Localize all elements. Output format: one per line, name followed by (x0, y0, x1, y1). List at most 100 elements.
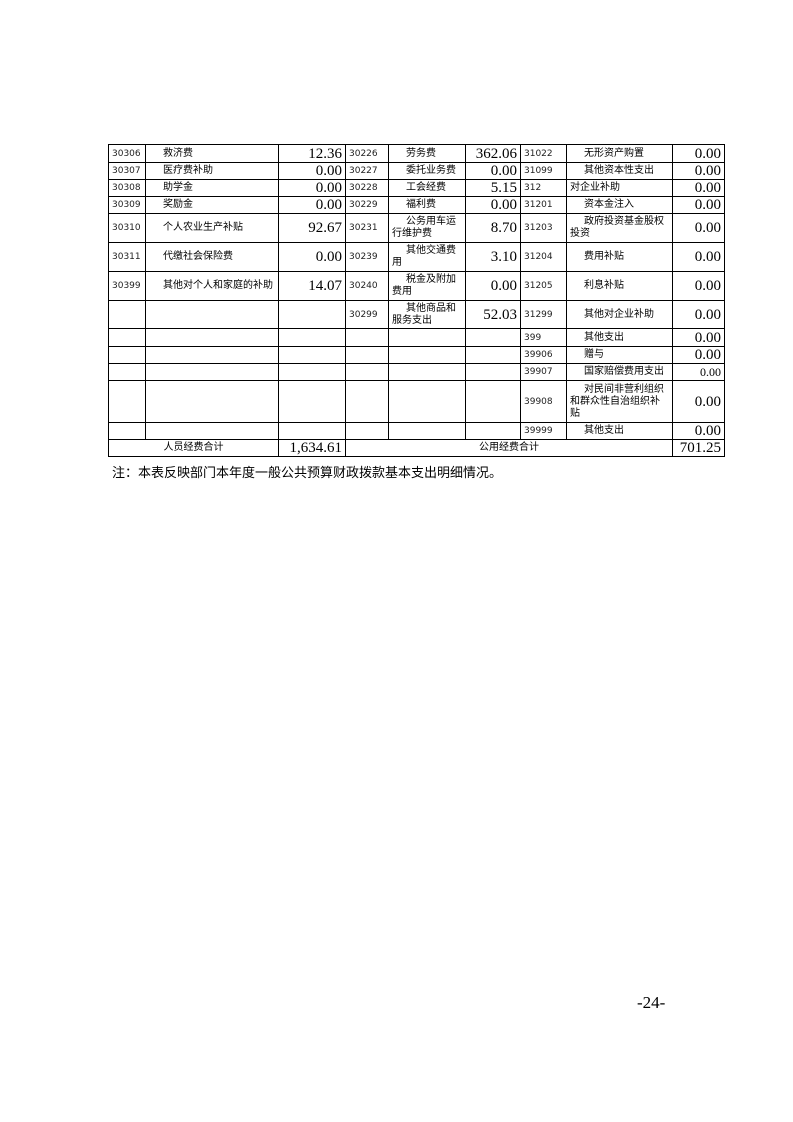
cell-amount: 0.00 (672, 328, 725, 347)
cell-code (345, 380, 389, 423)
cell-name: 奖励金 (145, 196, 279, 214)
cell-code: 30310 (108, 213, 146, 243)
cell-name: 资本金注入 (566, 196, 673, 214)
cell-name: 其他对个人和家庭的补助 (145, 271, 279, 301)
table-row: 39908 对民间非营利组织和群众性自治组织补贴 0.00 (108, 380, 725, 423)
cell-code: 30399 (108, 271, 146, 301)
cell-code (345, 328, 389, 347)
cell-amount (465, 380, 521, 423)
cell-code: 30240 (345, 271, 389, 301)
cell-code: 31201 (520, 196, 567, 214)
personnel-total-label: 人员经费合计 (108, 439, 279, 457)
cell-amount: 0.00 (672, 242, 725, 272)
table-row: 30311 代缴社会保险费 0.00 30239 其他交通费用 3.10 31204 费用补贴… (108, 242, 725, 272)
cell-amount: 0.00 (278, 196, 346, 214)
page-number: -24- (637, 993, 666, 1012)
cell-code: 39906 (520, 346, 567, 364)
cell-code: 31022 (520, 144, 567, 163)
cell-code: 39907 (520, 363, 567, 381)
cell-name (388, 328, 466, 347)
cell-name: 政府投资基金股权投资 (566, 213, 673, 243)
cell-name: 个人农业生产补贴 (145, 213, 279, 243)
cell-amount: 0.00 (672, 380, 725, 423)
cell-code (345, 422, 389, 440)
table-row: 39906 赠与 0.00 (108, 346, 725, 364)
expenditure-detail-table: 30306 救济费 12.36 30226 劳务费 362.06 31022 无形资产购置 0.… (108, 144, 725, 457)
cell-code: 39908 (520, 380, 567, 423)
cell-amount: 8.70 (465, 213, 521, 243)
cell-amount (465, 363, 521, 381)
cell-code (108, 422, 146, 440)
cell-name: 对企业补助 (566, 179, 673, 197)
cell-code (108, 363, 146, 381)
cell-amount: 0.00 (672, 271, 725, 301)
cell-name (145, 363, 279, 381)
cell-code: 30309 (108, 196, 146, 214)
cell-code: 39999 (520, 422, 567, 440)
cell-amount: 52.03 (465, 300, 521, 329)
cell-amount: 0.00 (672, 179, 725, 197)
cell-amount: 14.07 (278, 271, 346, 301)
cell-name (388, 380, 466, 423)
cell-name: 其他交通费用 (388, 242, 466, 272)
cell-code (108, 380, 146, 423)
table-row: 30310 个人农业生产补贴 92.67 30231 公务用车运行维护费 8.70 3120… (108, 213, 725, 243)
cell-name: 利息补贴 (566, 271, 673, 301)
public-total-value: 701.25 (672, 439, 725, 457)
cell-name: 税金及附加费用 (388, 271, 466, 301)
cell-amount: 0.00 (672, 346, 725, 364)
cell-code: 30239 (345, 242, 389, 272)
cell-amount: 0.00 (672, 213, 725, 243)
totals-row: 人员经费合计 1,634.61 公用经费合计 701.25 (108, 439, 725, 457)
cell-amount (278, 363, 346, 381)
cell-amount: 0.00 (465, 271, 521, 301)
cell-amount (465, 328, 521, 347)
cell-name: 救济费 (145, 144, 279, 163)
cell-name: 公务用车运行维护费 (388, 213, 466, 243)
table-row: 30309 奖励金 0.00 30229 福利费 0.00 31201 资本金注入 0.00 (108, 196, 725, 214)
cell-name: 其他对企业补助 (566, 300, 673, 329)
table-row: 30306 救济费 12.36 30226 劳务费 362.06 31022 无形资产购置 0.… (108, 144, 725, 163)
cell-amount (465, 346, 521, 364)
cell-code: 312 (520, 179, 567, 197)
table-row: 39999 其他支出 0.00 (108, 422, 725, 440)
cell-code: 31099 (520, 162, 567, 180)
cell-amount: 5.15 (465, 179, 521, 197)
cell-amount (278, 328, 346, 347)
table-row: 30299 其他商品和服务支出 52.03 31299 其他对企业补助 0.00 (108, 300, 725, 329)
cell-amount: 0.00 (672, 363, 725, 381)
cell-name (145, 422, 279, 440)
cell-name: 国家赔偿费用支出 (566, 363, 673, 381)
cell-name: 其他商品和服务支出 (388, 300, 466, 329)
cell-name: 代缴社会保险费 (145, 242, 279, 272)
cell-name (145, 346, 279, 364)
cell-name: 其他支出 (566, 422, 673, 440)
cell-amount: 0.00 (465, 196, 521, 214)
cell-name: 其他支出 (566, 328, 673, 347)
cell-code (345, 346, 389, 364)
cell-name (388, 346, 466, 364)
cell-amount: 0.00 (672, 162, 725, 180)
cell-name: 委托业务费 (388, 162, 466, 180)
cell-code: 30307 (108, 162, 146, 180)
cell-name (388, 363, 466, 381)
cell-amount: 92.67 (278, 213, 346, 243)
cell-code (345, 363, 389, 381)
cell-name: 工会经费 (388, 179, 466, 197)
cell-name: 赠与 (566, 346, 673, 364)
cell-code: 31204 (520, 242, 567, 272)
table-row: 30307 医疗费补助 0.00 30227 委托业务费 0.00 31099 其他资本性支出… (108, 162, 725, 180)
cell-amount: 12.36 (278, 144, 346, 163)
cell-name: 福利费 (388, 196, 466, 214)
cell-amount: 0.00 (278, 242, 346, 272)
cell-code: 30228 (345, 179, 389, 197)
cell-code: 399 (520, 328, 567, 347)
cell-name (145, 380, 279, 423)
cell-code: 30308 (108, 179, 146, 197)
cell-name (388, 422, 466, 440)
cell-name (145, 300, 279, 329)
table-row: 30308 助学金 0.00 30228 工会经费 5.15 312 对企业补助 0.00 (108, 179, 725, 197)
cell-name: 劳务费 (388, 144, 466, 163)
personnel-total-value: 1,634.61 (278, 439, 346, 457)
cell-amount: 0.00 (672, 300, 725, 329)
